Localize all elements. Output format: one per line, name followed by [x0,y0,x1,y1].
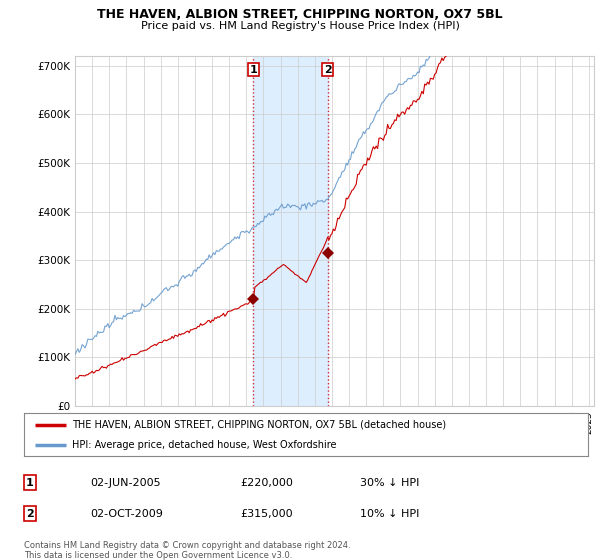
Text: THE HAVEN, ALBION STREET, CHIPPING NORTON, OX7 5BL: THE HAVEN, ALBION STREET, CHIPPING NORTO… [97,8,503,21]
Text: 2: 2 [26,508,34,519]
Text: Contains HM Land Registry data © Crown copyright and database right 2024.
This d: Contains HM Land Registry data © Crown c… [24,541,350,560]
Text: THE HAVEN, ALBION STREET, CHIPPING NORTON, OX7 5BL (detached house): THE HAVEN, ALBION STREET, CHIPPING NORTO… [72,420,446,430]
Text: 1: 1 [26,478,34,488]
Text: 2: 2 [324,65,332,74]
Bar [253,56,328,406]
Text: £315,000: £315,000 [240,508,293,519]
Text: 10% ↓ HPI: 10% ↓ HPI [360,508,419,519]
Text: HPI: Average price, detached house, West Oxfordshire: HPI: Average price, detached house, West… [72,440,337,450]
Text: 1: 1 [250,65,257,74]
Text: 30% ↓ HPI: 30% ↓ HPI [360,478,419,488]
Text: £220,000: £220,000 [240,478,293,488]
Text: 02-OCT-2009: 02-OCT-2009 [90,508,163,519]
Text: Price paid vs. HM Land Registry's House Price Index (HPI): Price paid vs. HM Land Registry's House … [140,21,460,31]
Text: 02-JUN-2005: 02-JUN-2005 [90,478,161,488]
